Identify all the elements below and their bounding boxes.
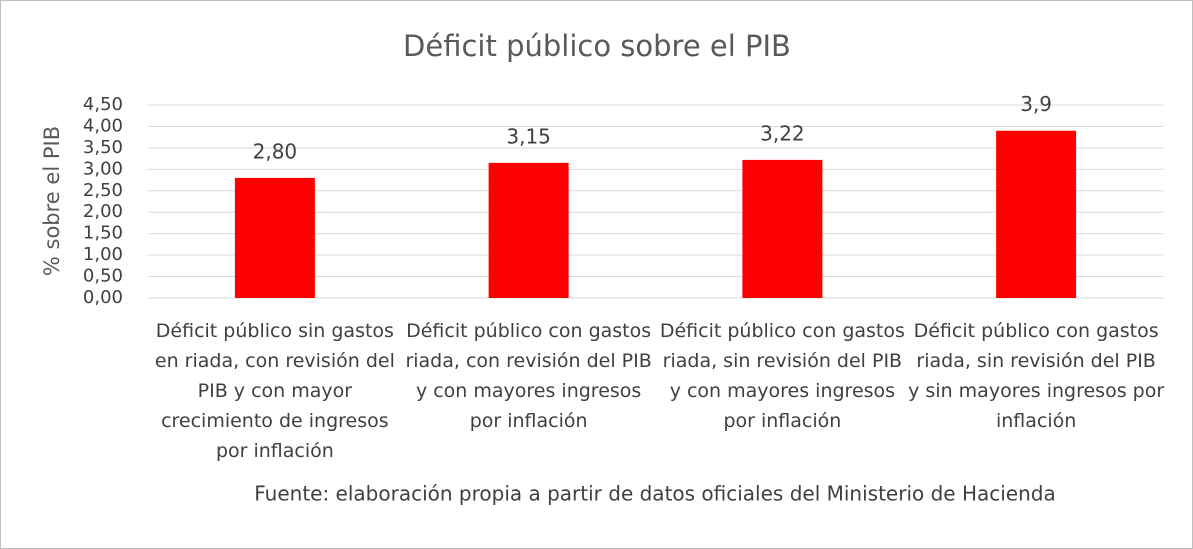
data-label: 3,22 [760,121,805,145]
y-tick-label: 1,00 [83,244,123,265]
y-tick-label: 1,50 [83,223,123,244]
chart-title: Déficit público sobre el PIB [403,29,791,63]
y-tick-label: 4,00 [83,115,123,136]
source-note: Fuente: elaboración propia a partir de d… [254,482,1055,506]
bar [488,162,569,298]
x-tick-label: Déficit público sin gastos en riada, con… [154,320,395,462]
bar [234,177,315,298]
x-tick-label: Déficit público con gastos riada, sin re… [659,320,905,432]
y-tick-label: 3,00 [83,158,123,179]
y-tick-label: 2,00 [83,201,123,222]
data-label: 2,80 [253,139,298,163]
y-tick-label: 2,50 [83,180,123,201]
x-tick-label: Déficit público con gastos riada, sin re… [908,320,1165,432]
y-tick-label: 0,00 [83,287,123,308]
y-tick-label: 4,50 [83,94,123,115]
bar [996,130,1077,298]
y-tick-label: 3,50 [83,137,123,158]
data-label: 3,9 [1020,92,1052,116]
x-tick-label: Déficit público con gastos riada, con re… [405,320,652,432]
bar [742,159,823,298]
y-axis-label: % sobre el PIB [40,126,64,276]
data-label: 3,15 [506,124,551,148]
y-tick-label: 0,50 [83,266,123,287]
